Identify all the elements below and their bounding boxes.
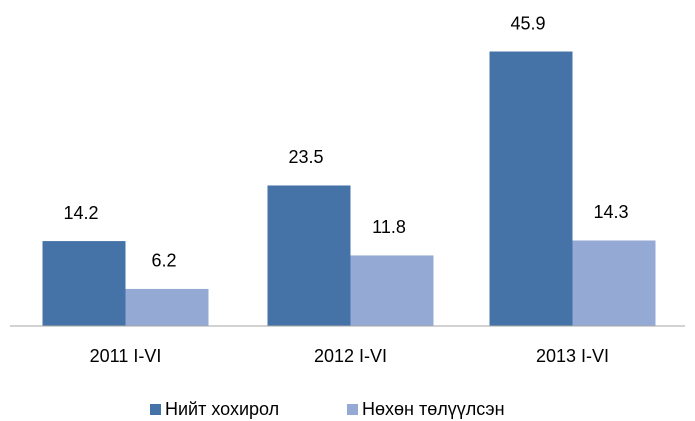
bar xyxy=(572,240,656,326)
data-label: 14.2 xyxy=(63,203,98,223)
x-tick-label: 2011 I-VI xyxy=(90,346,162,366)
data-label: 14.3 xyxy=(593,202,628,222)
bar xyxy=(267,185,351,326)
legend-label: Нийт хохирол xyxy=(165,399,279,419)
bar xyxy=(350,255,434,326)
legend-swatch xyxy=(150,404,161,415)
legend-swatch xyxy=(347,404,358,415)
bar xyxy=(42,241,126,326)
data-label: 23.5 xyxy=(288,147,323,167)
legend-label: Нөхөн төлүүлсэн xyxy=(362,399,505,419)
x-tick-label: 2012 I-VI xyxy=(314,346,387,366)
bar xyxy=(125,288,209,326)
x-tick-label: 2013 I-VI xyxy=(536,346,609,366)
data-label: 11.8 xyxy=(372,217,406,237)
data-label: 45.9 xyxy=(510,13,545,33)
bar xyxy=(489,51,573,326)
data-label: 6.2 xyxy=(151,251,176,271)
